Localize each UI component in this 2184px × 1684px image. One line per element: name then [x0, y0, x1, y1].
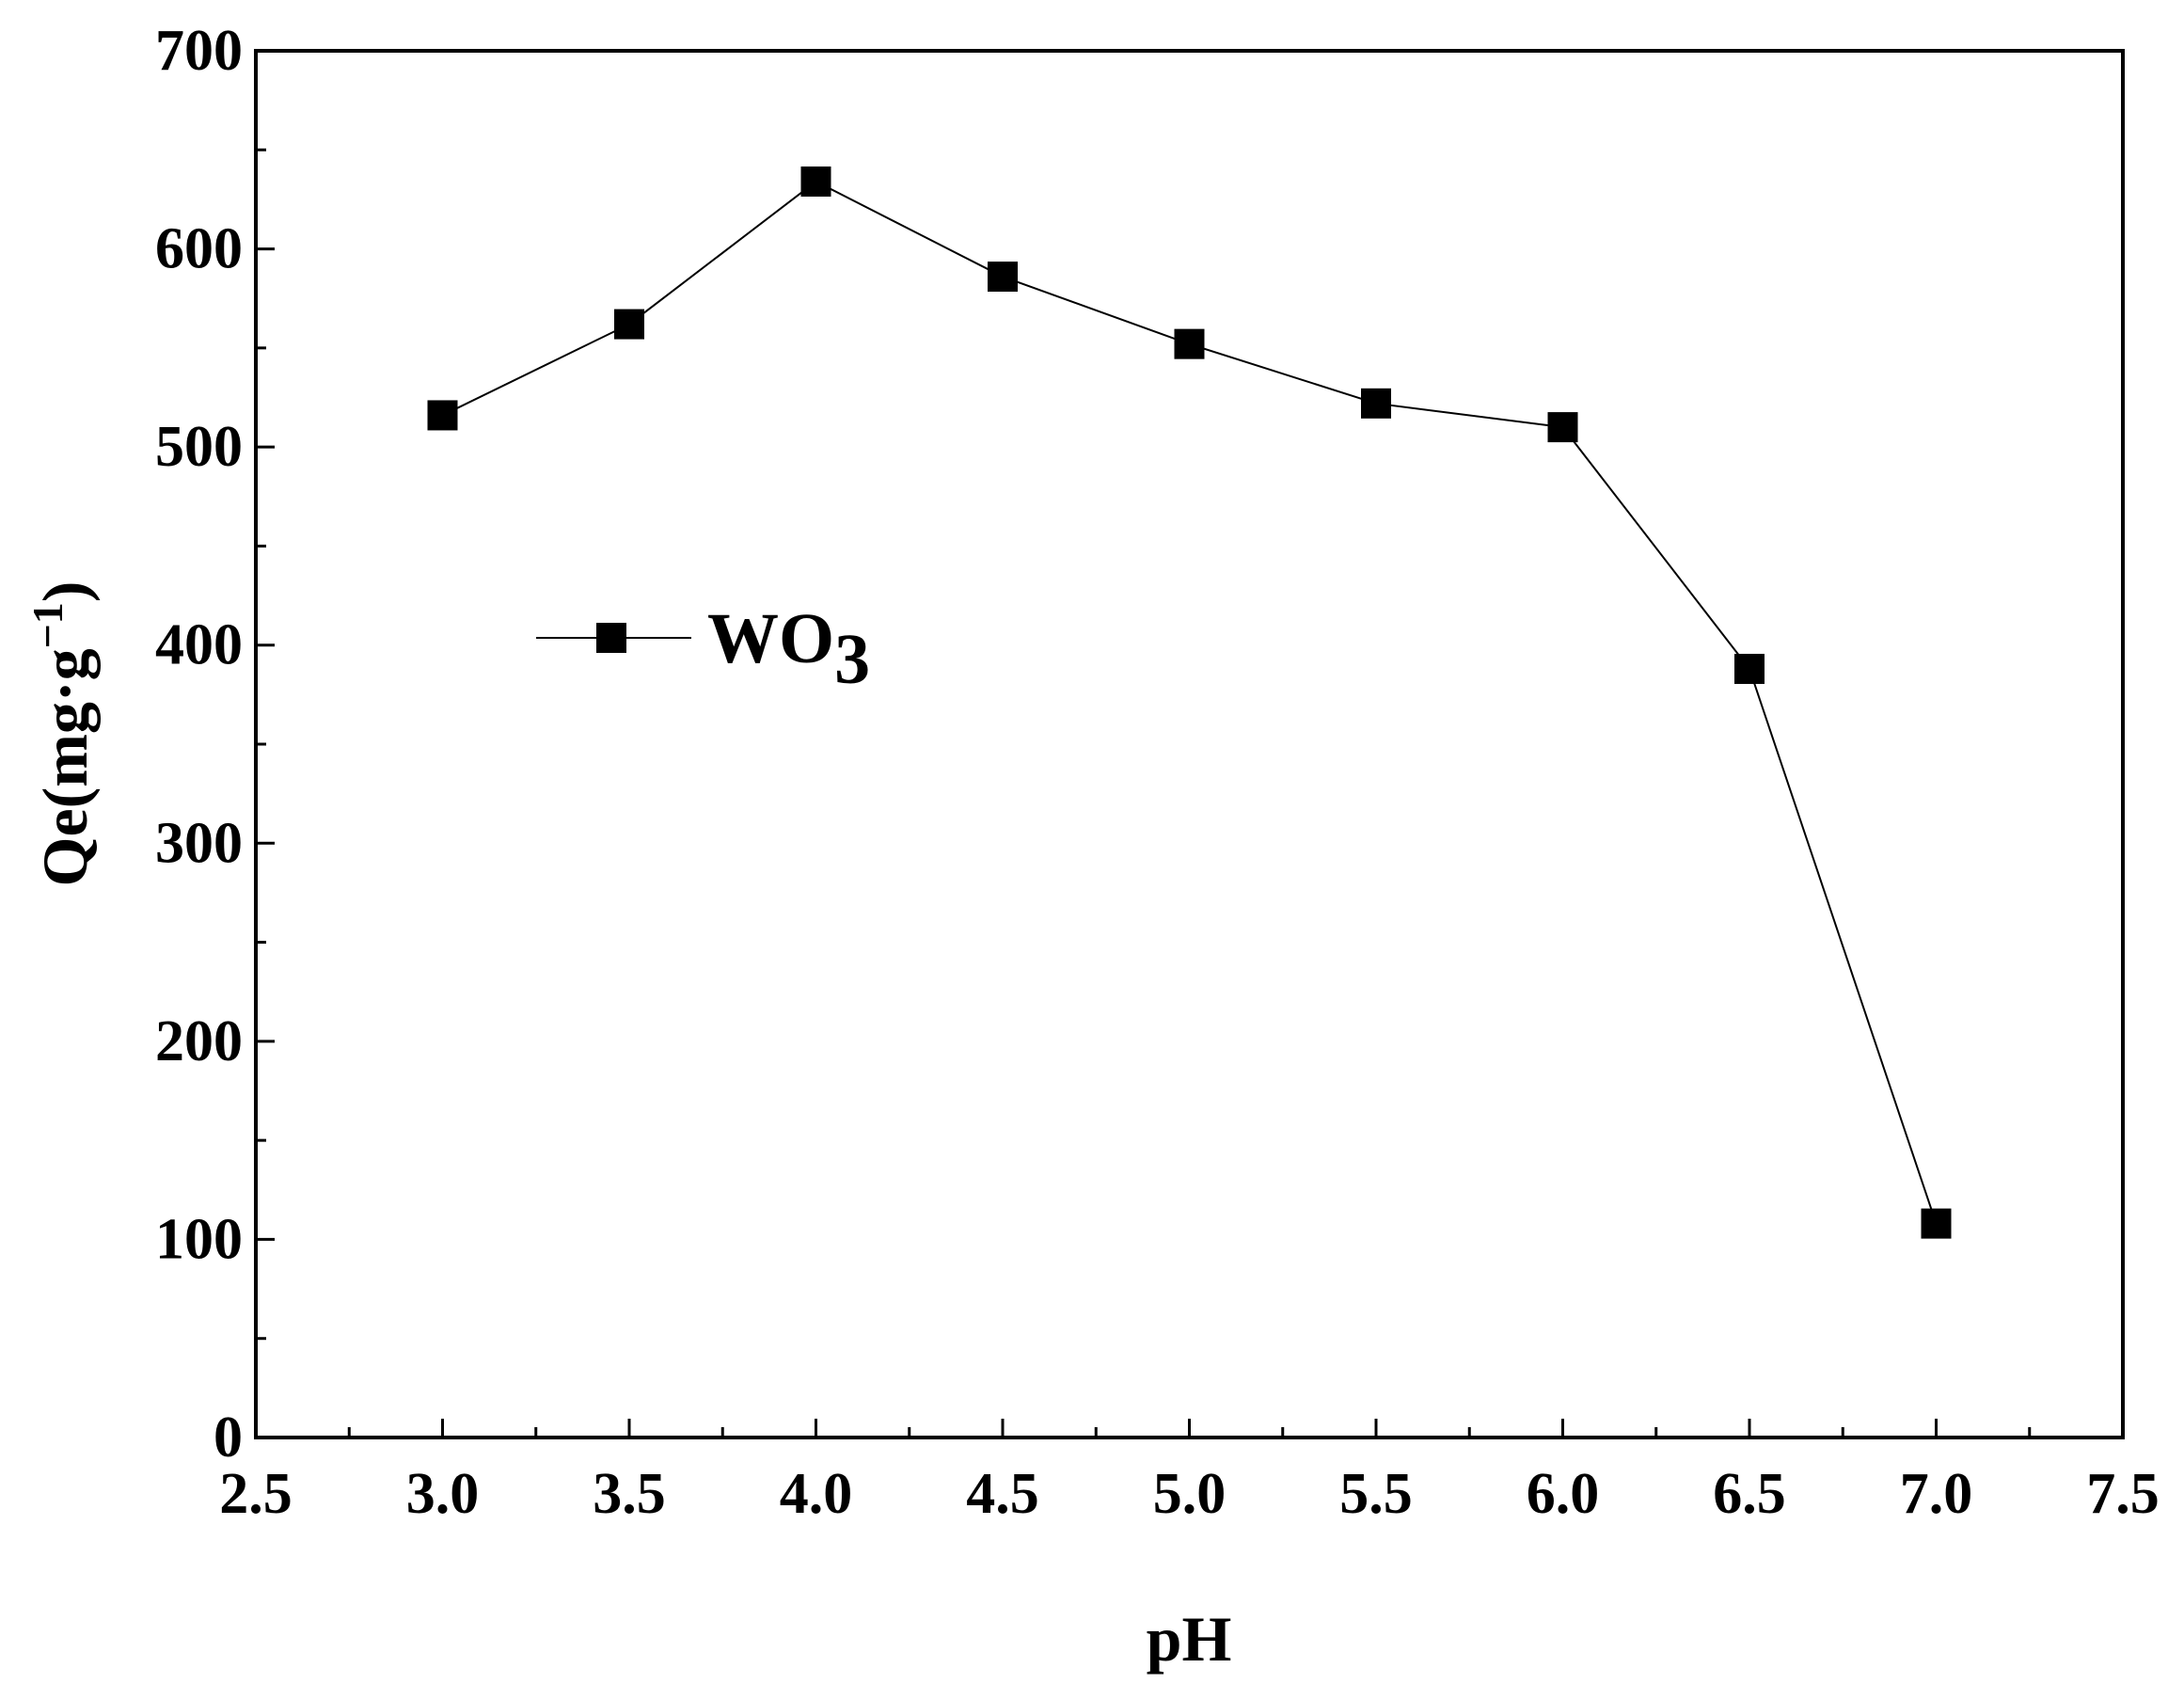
x-tick-label: 3.0	[406, 1462, 480, 1526]
y-axis-title-close: )	[29, 581, 101, 603]
y-tick-label: 500	[155, 415, 243, 479]
data-point	[614, 309, 644, 340]
data-point	[427, 400, 458, 431]
data-point	[1921, 1208, 1952, 1239]
y-axis-title-superscript: −1	[24, 602, 71, 648]
y-tick-label: 300	[155, 811, 243, 875]
x-tick-label: 5.0	[1153, 1462, 1227, 1526]
data-point	[988, 262, 1018, 293]
y-tick-label: 400	[155, 613, 243, 677]
data-point	[1547, 412, 1578, 443]
legend: WO3	[536, 599, 870, 699]
y-tick-label: 0	[214, 1406, 243, 1470]
data-point	[1174, 328, 1205, 359]
x-axis-title: pH	[1147, 1603, 1232, 1675]
x-tick-label: 7.0	[1900, 1462, 1973, 1526]
y-axis-title: Qe(mg·g−1)	[24, 581, 101, 887]
x-tick-label: 3.5	[593, 1462, 666, 1526]
y-tick-label: 200	[155, 1009, 243, 1073]
data-point	[800, 166, 831, 197]
legend-marker	[596, 623, 626, 653]
x-tick-label: 7.5	[2086, 1462, 2160, 1526]
x-tick-label: 2.5	[219, 1462, 293, 1526]
legend-label-main: WO	[707, 599, 834, 678]
series-layer	[427, 166, 1952, 1239]
x-tick-label: 4.5	[966, 1462, 1039, 1526]
legend-label: WO3	[707, 599, 870, 699]
x-tick-label: 4.0	[780, 1462, 853, 1526]
x-axis-ticks: 2.5 3.0 3.5 4.0 4.5 5.0 5.5 6.0 6.5 7.0 7.5	[219, 1419, 2160, 1526]
plot-frame	[254, 49, 2125, 1439]
y-tick-label: 700	[155, 19, 243, 83]
x-tick-label: 5.5	[1339, 1462, 1413, 1526]
x-tick-label: 6.0	[1527, 1462, 1600, 1526]
data-point	[1734, 653, 1765, 684]
y-axis-title-main: Qe(mg·g	[29, 648, 101, 886]
legend-label-subscript: 3	[834, 620, 870, 699]
y-tick-label: 600	[155, 217, 243, 281]
data-point	[1361, 388, 1391, 419]
y-tick-label: 100	[155, 1207, 243, 1271]
y-axis-ticks: 0 100 200 300 400 500 600 700	[155, 19, 275, 1470]
x-tick-label: 6.5	[1713, 1462, 1786, 1526]
